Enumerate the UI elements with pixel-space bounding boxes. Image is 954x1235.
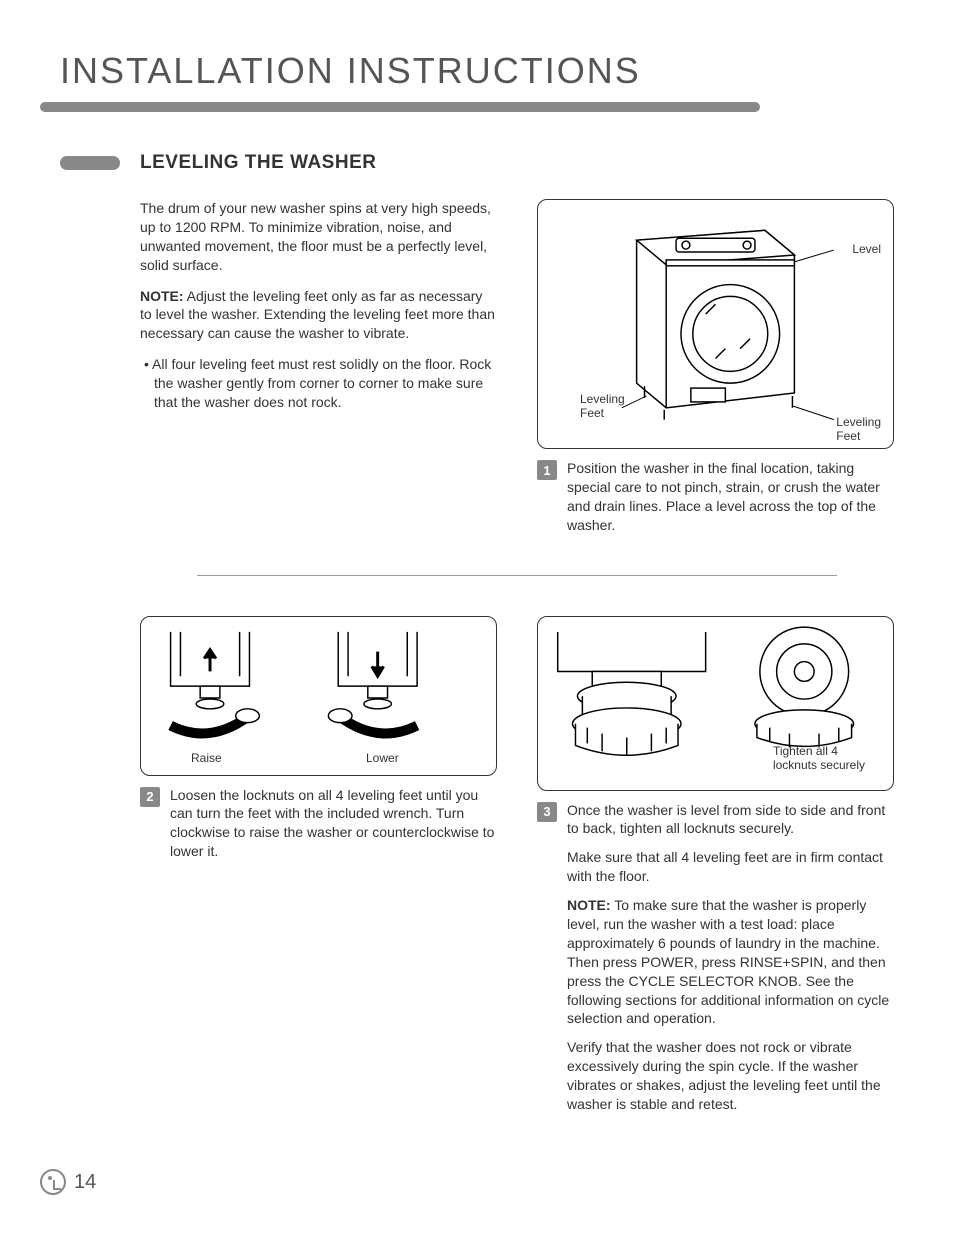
step-2-text: Loosen the locknuts on all 4 leveling fe… [170,786,497,862]
step-3-p3: NOTE: To make sure that the washer is pr… [567,896,894,1028]
note-text: Adjust the leveling feet only as far as … [140,288,495,342]
label-feet-right: Leveling Feet [836,415,881,443]
content-area: The drum of your new washer spins at ver… [60,199,894,1124]
lg-logo-icon [40,1169,66,1195]
section-header: LEVELING THE WASHER [60,152,894,174]
step-1: 1 Position the washer in the final locat… [537,459,894,535]
step-3-p4: Verify that the washer does not rock or … [567,1038,894,1114]
label-feet-left: Leveling Feet [580,392,625,420]
step-3-num: 3 [537,802,557,822]
bottom-row: Raise Lower 2 Loosen the locknuts on all… [140,616,894,1124]
step-3-p1: Once the washer is level from side to si… [567,801,894,839]
page-footer: 14 [40,1169,96,1195]
step3-column: Tighten all 4 locknuts securely 3 Once t… [537,616,894,1124]
step-3-note-text: To make sure that the washer is properly… [567,897,889,1026]
step-3: 3 Once the washer is level from side to … [537,801,894,1124]
washer-diagram: Level Leveling Feet Leveling Feet [537,199,894,449]
intro-paragraph: The drum of your new washer spins at ver… [140,199,497,275]
section-divider [197,575,837,576]
step-1-num: 1 [537,460,557,480]
title-bar [40,102,760,112]
label-raise: Raise [191,751,222,765]
section-title: LEVELING THE WASHER [140,152,376,174]
step-3-text: Once the washer is level from side to si… [567,801,894,1124]
locknut-diagram: Tighten all 4 locknuts securely [537,616,894,791]
intro-column: The drum of your new washer spins at ver… [140,199,497,535]
diagram1-column: Level Leveling Feet Leveling Feet 1 Posi… [537,199,894,535]
intro-bullet: All four leveling feet must rest solidly… [140,355,497,412]
label-tighten: Tighten all 4 locknuts securely [773,744,865,772]
step-2: 2 Loosen the locknuts on all 4 leveling … [140,786,497,862]
page-title: INSTALLATION INSTRUCTIONS [60,50,894,92]
step-3-p2: Make sure that all 4 leveling feet are i… [567,848,894,886]
top-row: The drum of your new washer spins at ver… [140,199,894,535]
page-number: 14 [74,1171,96,1194]
note-label: NOTE: [140,288,184,304]
label-level: Level [852,242,881,256]
step-2-num: 2 [140,787,160,807]
section-pill [60,156,120,170]
step2-column: Raise Lower 2 Loosen the locknuts on all… [140,616,497,1124]
feet-diagram: Raise Lower [140,616,497,776]
step-1-text: Position the washer in the final locatio… [567,459,894,535]
intro-note: NOTE: Adjust the leveling feet only as f… [140,287,497,344]
label-lower: Lower [366,751,399,765]
step-3-note-label: NOTE: [567,897,611,913]
